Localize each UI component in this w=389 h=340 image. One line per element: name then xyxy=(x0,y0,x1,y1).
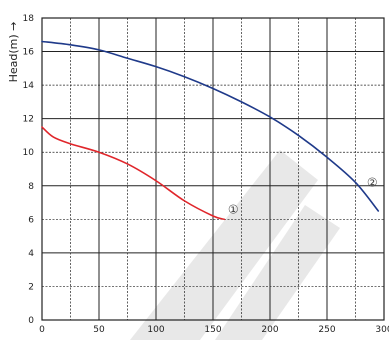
y-tick-label: 4 xyxy=(28,249,34,259)
x-tick-label: 250 xyxy=(318,325,335,335)
y-tick-label: 6 xyxy=(28,215,34,225)
x-tick-label: 300 xyxy=(375,325,389,335)
y-tick-label: 10 xyxy=(23,148,35,158)
x-tick-label: 150 xyxy=(204,325,221,335)
y-tick-label: 2 xyxy=(28,282,34,292)
series-line-2 xyxy=(41,40,380,212)
x-tick-label: 50 xyxy=(93,325,105,335)
y-axis-title-text: Head(m) xyxy=(7,34,20,82)
series-line-1 xyxy=(41,126,226,221)
series-layer xyxy=(41,40,380,221)
x-tick-label: 100 xyxy=(147,325,164,335)
y-tick-label: 18 xyxy=(23,14,35,24)
y-axis-title: Head(m) → xyxy=(7,22,20,83)
plot-frame xyxy=(41,17,385,321)
x-tick-label: 0 xyxy=(39,325,45,335)
y-axis-title-arrow: → xyxy=(7,22,20,31)
y-tick-label: 0 xyxy=(28,316,34,326)
watermark-band-2 xyxy=(215,205,340,340)
x-tick-labels: 0 50 100 150 200 250 300 xyxy=(39,325,389,335)
curve-labels: ①② xyxy=(228,175,378,216)
y-tick-label: 14 xyxy=(23,81,35,91)
watermark-band xyxy=(130,150,318,340)
curve-label-2: ② xyxy=(367,175,378,189)
grid xyxy=(42,18,384,320)
y-tick-label: 12 xyxy=(23,115,34,125)
curve-label-1: ① xyxy=(228,202,239,216)
y-tick-labels: 0 2 4 6 8 10 12 14 16 18 xyxy=(23,14,35,326)
y-tick-label: 16 xyxy=(23,48,35,58)
y-tick-label: 8 xyxy=(28,182,34,192)
x-tick-label: 200 xyxy=(261,325,278,335)
